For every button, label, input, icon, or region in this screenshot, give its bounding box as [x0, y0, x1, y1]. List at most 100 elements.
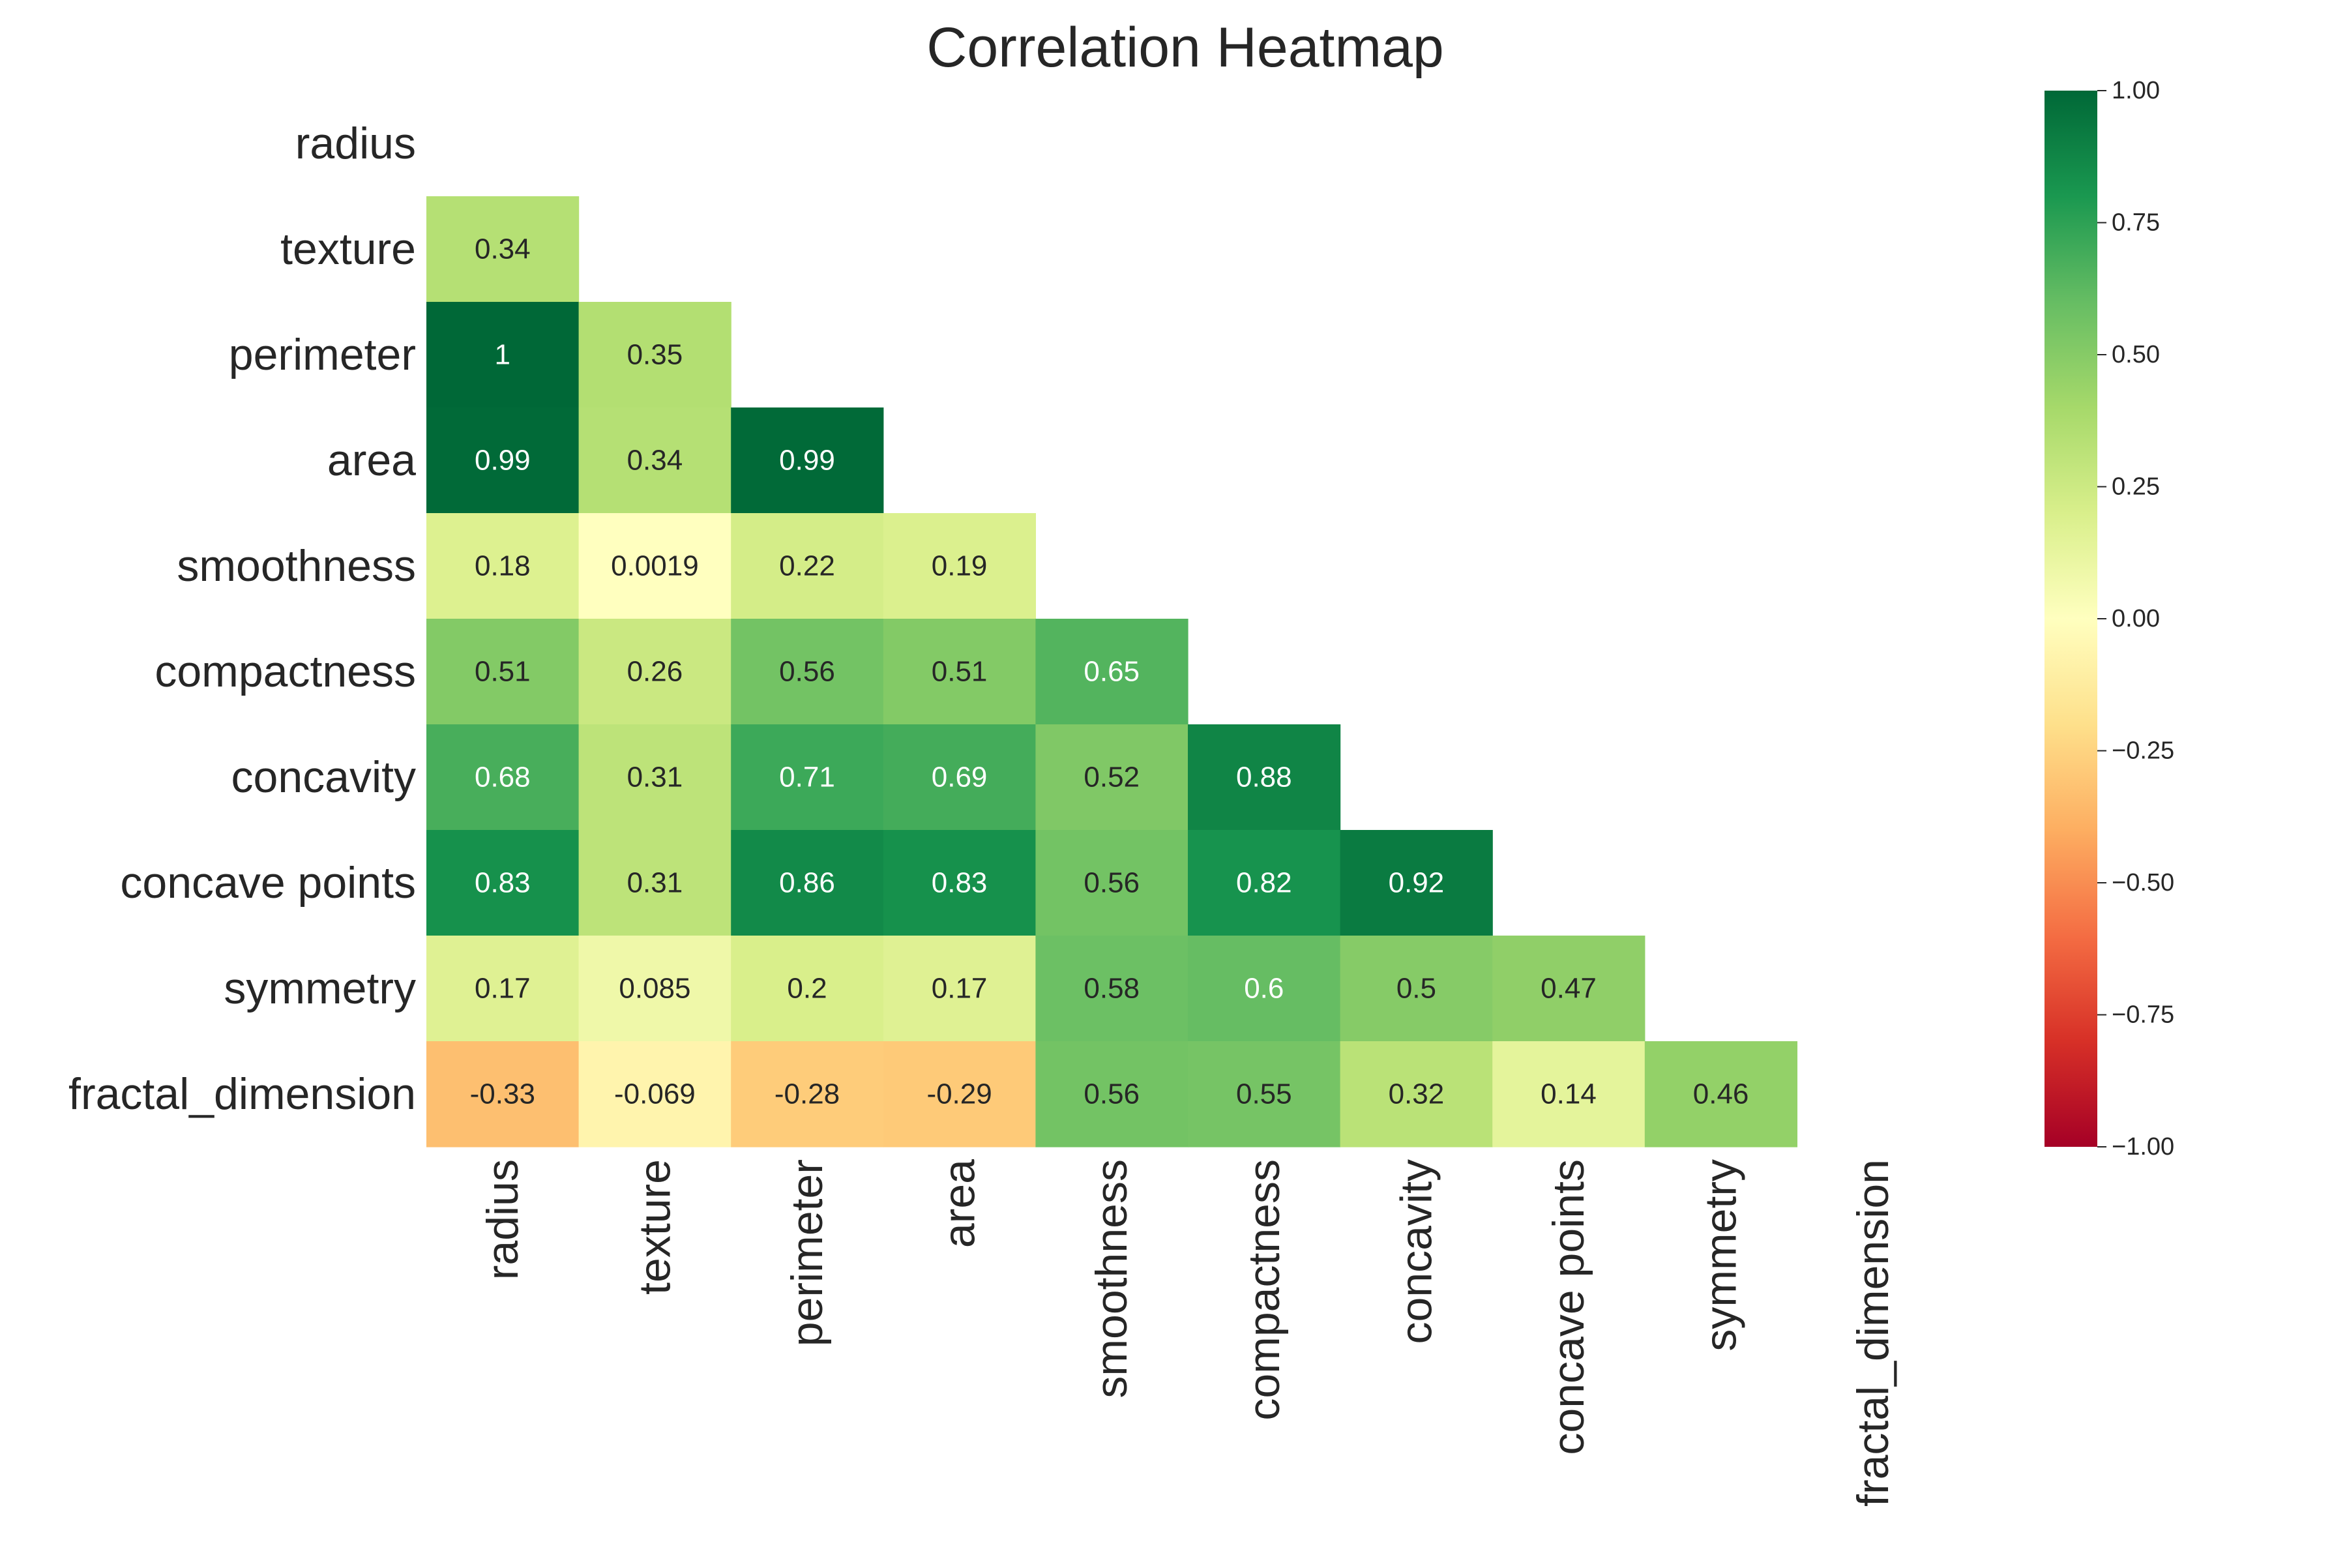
y-tick-label-compactness: compactness [155, 647, 416, 696]
cell-value-label: 0.88 [1236, 762, 1292, 793]
heatmap-cell-concave-points-compactness [1188, 830, 1341, 936]
x-tick-label-texture: texture [630, 1159, 679, 1295]
colorbar-tick-label: 1.00 [2112, 77, 2160, 104]
cell-value-label: 0.56 [1084, 867, 1140, 899]
colorbar-tick-label: 0.25 [2112, 473, 2160, 501]
x-tick-label-perimeter: perimeter [782, 1159, 832, 1346]
heatmap-cell-concave-points-concavity [1340, 830, 1493, 936]
cell-value-label: 0.31 [627, 867, 683, 899]
cell-value-label: 0.6 [1244, 973, 1284, 1005]
cell-value-label: 0.22 [779, 550, 835, 582]
heatmap-cell-symmetry-smoothness [1035, 936, 1188, 1042]
y-tick-label-smoothness: smoothness [177, 541, 416, 591]
y-tick-label-area: area [327, 436, 416, 485]
x-tick-label-concave-points: concave points [1544, 1159, 1593, 1455]
y-axis-tick-labels: radius texture perimeter area smoothness comp… [68, 119, 416, 1119]
cell-value-label: -0.069 [614, 1078, 696, 1110]
cell-value-label: -0.29 [926, 1078, 992, 1110]
heatmap-cell-fractal-dimension-perimeter [731, 1041, 884, 1147]
cell-value-label: 0.56 [779, 656, 835, 688]
cell-value-label: 0.34 [475, 233, 531, 265]
y-tick-label-fractal-dimension: fractal_dimension [68, 1069, 416, 1119]
colorbar-tick-label: 0.50 [2112, 341, 2160, 368]
heatmap-cell-smoothness-area [883, 513, 1036, 619]
heatmap-cell-symmetry-texture [578, 936, 731, 1042]
cell-value-label: 1 [495, 339, 510, 371]
heatmap-cell-fractal-dimension-compactness [1188, 1041, 1341, 1147]
colorbar-tick-label: 0.75 [2112, 209, 2160, 237]
heatmap-cell-texture-radius [426, 196, 580, 303]
cell-value-label: 0.17 [475, 973, 531, 1005]
heatmap-cell-concavity-smoothness [1035, 724, 1188, 831]
heatmap-cell-compactness-texture [578, 619, 731, 725]
cell-value-label: 0.46 [1693, 1078, 1749, 1110]
cell-value-label: 0.52 [1084, 762, 1140, 793]
heatmap-cell-labels: 0.34 1 0.35 0.99 0.34 0.99 0.18 0.0019 0.22 0.19 0… [470, 233, 1749, 1110]
heatmap-cell-area-perimeter [731, 407, 884, 514]
y-tick-label-texture: texture [280, 224, 416, 274]
heatmap-cell-symmetry-compactness [1188, 936, 1341, 1042]
cell-value-label: 0.35 [627, 339, 683, 371]
heatmap-cell-compactness-perimeter [731, 619, 884, 725]
cell-value-label: 0.99 [779, 445, 835, 477]
heatmap-cell-symmetry-radius [426, 936, 580, 1042]
heatmap-cell-compactness-radius [426, 619, 580, 725]
y-tick-label-concave-points: concave points [120, 858, 416, 908]
heatmap-cell-compactness-area [883, 619, 1036, 725]
cell-value-label: 0.86 [779, 867, 835, 899]
heatmap-cell-concave-points-radius [426, 830, 580, 936]
y-tick-label-perimeter: perimeter [229, 330, 416, 379]
heatmap-cell-fractal-dimension-concavity [1340, 1041, 1493, 1147]
cell-value-label: 0.17 [932, 973, 988, 1005]
cell-value-label: 0.085 [619, 973, 690, 1005]
heatmap-cell-concave-points-texture [578, 830, 731, 936]
heatmap-cell-area-texture [578, 407, 731, 514]
cell-value-label: 0.56 [1084, 1078, 1140, 1110]
heatmap-cell-concavity-perimeter [731, 724, 884, 831]
heatmap-cell-concave-points-perimeter [731, 830, 884, 936]
cell-value-label: 0.32 [1389, 1078, 1445, 1110]
cell-value-label: 0.82 [1236, 867, 1292, 899]
chart-title: Correlation Heatmap [926, 16, 1443, 79]
colorbar-tick-label: −1.00 [2112, 1133, 2174, 1161]
y-tick-label-symmetry: symmetry [224, 964, 416, 1013]
cell-value-label: 0.19 [932, 550, 988, 582]
cell-value-label: 0.92 [1389, 867, 1445, 899]
cell-value-label: 0.71 [779, 762, 835, 793]
cell-value-label: 0.51 [932, 656, 988, 688]
cell-value-label: 0.55 [1236, 1078, 1292, 1110]
cell-value-label: 0.68 [475, 762, 531, 793]
heatmap-cell-smoothness-texture [578, 513, 731, 619]
colorbar-gradient [2044, 91, 2097, 1147]
x-tick-label-area: area [935, 1159, 984, 1248]
heatmap-cell-fractal-dimension-symmetry [1644, 1041, 1797, 1147]
heatmap-cells [426, 196, 1797, 1147]
colorbar-tick-label: 0.00 [2112, 605, 2160, 632]
heatmap-cell-smoothness-perimeter [731, 513, 884, 619]
heatmap-cell-fractal-dimension-concave-points [1492, 1041, 1646, 1147]
x-tick-label-smoothness: smoothness [1087, 1159, 1136, 1398]
cell-value-label: 0.83 [475, 867, 531, 899]
heatmap-cell-concavity-area [883, 724, 1036, 831]
cell-value-label: 0.47 [1541, 973, 1597, 1005]
cell-value-label: 0.51 [475, 656, 531, 688]
heatmap-cell-concavity-texture [578, 724, 731, 831]
y-tick-label-concavity: concavity [231, 752, 416, 802]
x-tick-label-compactness: compactness [1239, 1159, 1289, 1421]
cell-value-label: -0.33 [470, 1078, 535, 1110]
heatmap-cell-area-radius [426, 407, 580, 514]
cell-value-label: 0.31 [627, 762, 683, 793]
y-tick-label-radius: radius [295, 119, 416, 168]
cell-value-label: 0.26 [627, 656, 683, 688]
x-tick-label-symmetry: symmetry [1696, 1159, 1746, 1352]
heatmap-cell-perimeter-texture [578, 302, 731, 408]
cell-value-label: 0.18 [475, 550, 531, 582]
heatmap-cell-fractal-dimension-smoothness [1035, 1041, 1188, 1147]
cell-value-label: 0.5 [1396, 973, 1436, 1005]
cell-value-label: 0.99 [475, 445, 531, 477]
cell-value-label: 0.69 [932, 762, 988, 793]
cell-value-label: 0.2 [787, 973, 827, 1005]
cell-value-label: -0.28 [775, 1078, 840, 1110]
